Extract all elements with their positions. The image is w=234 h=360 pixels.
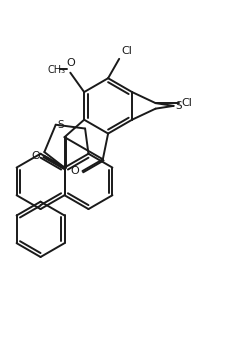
Text: O: O <box>31 151 40 161</box>
Text: S: S <box>58 120 64 130</box>
Text: Cl: Cl <box>181 98 192 108</box>
Text: Cl: Cl <box>121 46 132 56</box>
Text: CH₃: CH₃ <box>48 65 66 75</box>
Text: O: O <box>71 166 80 176</box>
Text: O: O <box>66 58 75 68</box>
Text: S: S <box>176 101 182 111</box>
